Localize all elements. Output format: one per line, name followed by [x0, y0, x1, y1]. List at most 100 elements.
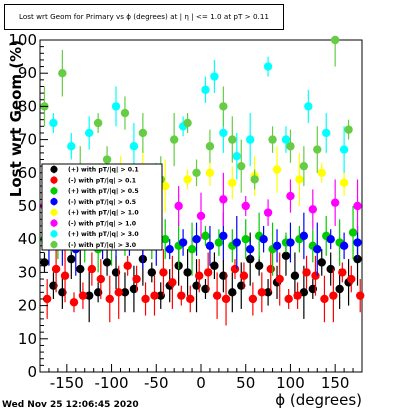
data-point: [245, 135, 255, 144]
data-point: [308, 205, 318, 214]
data-point: [69, 298, 79, 307]
data-point: [326, 235, 335, 244]
data-point: [232, 238, 241, 247]
y-tick-label: 10: [18, 330, 37, 348]
data-point: [114, 288, 123, 297]
x-tick-label: 0: [196, 374, 206, 392]
data-point: [347, 274, 356, 284]
data-point: [58, 69, 67, 78]
data-point: [210, 261, 219, 270]
data-point: [165, 244, 174, 254]
data-point: [286, 142, 295, 151]
data-point: [205, 241, 215, 251]
data-point: [51, 264, 61, 274]
x-tick-label: 150: [321, 374, 350, 392]
data-point: [286, 238, 295, 247]
legend-marker: [50, 165, 58, 173]
data-point: [67, 142, 76, 151]
data-point: [87, 264, 97, 274]
legend-label: (+) with pT/|q| > 1.0: [68, 210, 139, 218]
data-point: [93, 118, 103, 128]
data-point: [286, 191, 295, 201]
legend-label: (+) with pT/|q| > 3.0: [68, 231, 139, 239]
data-point: [138, 128, 148, 138]
data-point: [239, 271, 249, 280]
data-point: [214, 238, 224, 247]
data-point: [78, 291, 88, 300]
data-point: [228, 288, 237, 297]
data-point: [317, 258, 326, 267]
x-tick-label: -100: [95, 374, 129, 392]
data-point: [272, 241, 282, 251]
data-point: [241, 235, 250, 244]
data-point: [353, 201, 362, 211]
data-point: [192, 235, 201, 244]
data-point: [40, 258, 49, 267]
legend-label: (-) with pT/|q| > 1.0: [68, 220, 137, 228]
data-point: [205, 142, 215, 151]
data-point: [329, 291, 338, 300]
data-point: [96, 274, 106, 284]
data-point: [241, 201, 250, 211]
data-point: [338, 268, 347, 277]
data-point: [311, 271, 320, 280]
data-point: [174, 201, 183, 211]
data-point: [245, 244, 255, 254]
data-point: [201, 85, 210, 95]
data-point: [266, 264, 275, 274]
data-point: [219, 128, 228, 138]
legend-marker: [50, 176, 58, 184]
data-point: [120, 288, 130, 297]
data-point: [317, 168, 326, 177]
data-point: [295, 175, 304, 184]
data-point: [290, 271, 300, 280]
y-tick-label: 60: [18, 164, 37, 182]
timestamp: Wed Nov 25 12:06:45 2020: [2, 400, 139, 410]
data-point: [178, 238, 188, 247]
data-point: [322, 128, 331, 138]
data-point: [210, 72, 219, 81]
y-axis-label: Lost wrt Geom (%): [7, 40, 25, 197]
data-point: [221, 294, 231, 304]
data-point: [161, 181, 170, 191]
chart-title: Lost wrt Geom for Primary vs ϕ (degrees)…: [4, 4, 284, 30]
data-point: [196, 211, 206, 221]
data-point: [299, 231, 309, 241]
data-point: [299, 288, 309, 297]
data-point: [228, 135, 237, 144]
y-tick-label: 80: [18, 97, 37, 115]
data-point: [186, 294, 195, 304]
data-point: [356, 291, 365, 300]
y-tick-label: 20: [18, 297, 37, 315]
data-point: [263, 62, 273, 71]
data-point: [183, 118, 192, 128]
data-point: [212, 291, 222, 300]
data-point: [183, 268, 192, 277]
data-point: [76, 264, 85, 274]
x-tick-label: -50: [144, 374, 169, 392]
data-point: [120, 108, 130, 118]
data-point: [111, 102, 121, 111]
data-point: [237, 161, 246, 171]
data-point: [330, 198, 340, 207]
data-point: [259, 235, 268, 244]
data-point: [232, 152, 241, 161]
data-point: [168, 278, 177, 287]
y-tick-label: 40: [18, 230, 37, 248]
data-point: [339, 178, 349, 187]
data-point: [230, 264, 240, 274]
y-tick-label: 70: [18, 131, 37, 149]
y-tick-label: 30: [18, 263, 37, 281]
data-point: [302, 268, 311, 277]
x-tick-label: 100: [276, 374, 305, 392]
legend-marker: [50, 208, 58, 216]
data-point: [150, 291, 159, 300]
data-point: [84, 291, 94, 300]
data-point: [284, 294, 293, 304]
legend-marker: [50, 219, 58, 227]
data-point: [161, 235, 170, 244]
data-point: [60, 271, 70, 280]
data-point: [219, 231, 228, 241]
data-point: [132, 274, 141, 284]
